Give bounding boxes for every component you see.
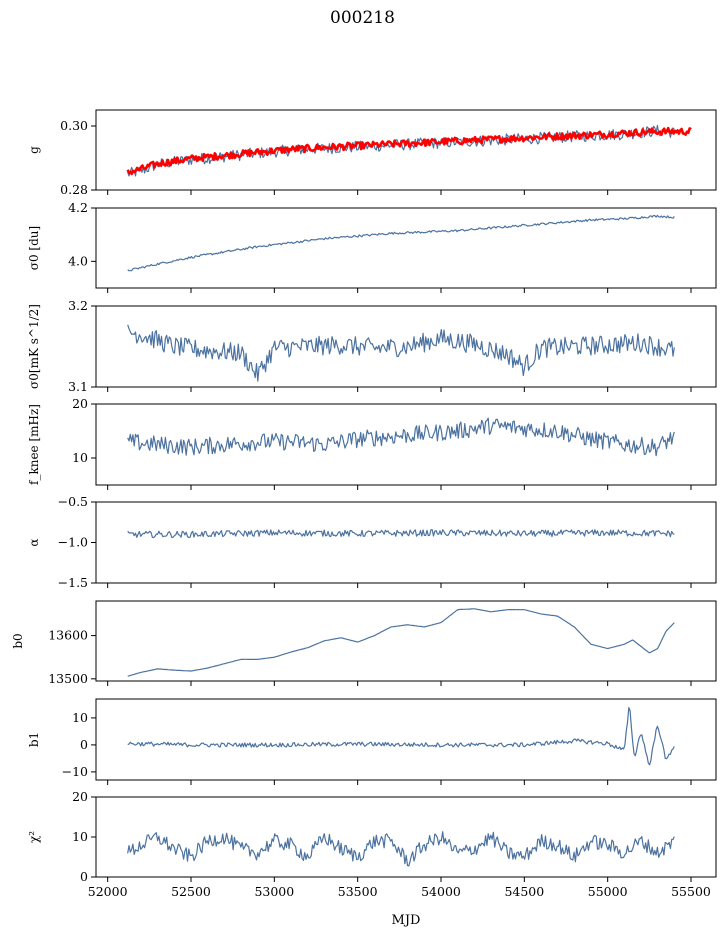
ytick-label-b0-0: 13500 <box>48 671 88 686</box>
ytick-label-b1-1: 0 <box>80 737 88 752</box>
panel-frame-b1 <box>95 698 717 781</box>
ylabel-sigma0_du: σ0 [du] <box>27 226 41 270</box>
ytick-label-sigma0_du-1: 4.2 <box>68 200 88 215</box>
series-line-g-1 <box>126 126 692 176</box>
ytick-label-alpha-1: −1.0 <box>58 535 88 550</box>
panel-frame-sigma0_du <box>95 207 717 289</box>
panel-frame-b0 <box>95 600 717 682</box>
xtick-label-4: 54000 <box>421 884 461 899</box>
ylabel-chi2: χ² <box>27 831 41 843</box>
ytick-label-alpha-0: −1.5 <box>58 575 88 590</box>
ytick-label-fknee-0: 10 <box>72 450 88 465</box>
series-line-g-0 <box>127 124 675 177</box>
xtick-label-1: 52500 <box>171 884 211 899</box>
ylabel-b0: b0 <box>11 633 25 648</box>
ytick-label-sigma0_mk-1: 3.2 <box>68 298 88 313</box>
series-line-b0-0 <box>127 608 675 677</box>
ylabel-sigma0_mk: σ0[mK s^1/2] <box>27 304 41 389</box>
figure-title: 000218 <box>330 8 395 28</box>
panel-frame-fknee <box>95 403 717 486</box>
xtick-label-2: 53000 <box>254 884 294 899</box>
ytick-label-sigma0_mk-0: 3.1 <box>68 379 88 394</box>
ytick-label-g-0: 0.28 <box>60 182 88 197</box>
series-line-alpha-0 <box>127 529 675 539</box>
xtick-label-6: 55000 <box>588 884 628 899</box>
ytick-label-b0-1: 13600 <box>48 628 88 643</box>
xtick-label-7: 55500 <box>671 884 711 899</box>
panel-frame-g <box>95 109 717 191</box>
panel-frame-chi2 <box>95 796 717 878</box>
xtick-label-0: 52000 <box>88 884 128 899</box>
xtick-label-3: 53500 <box>338 884 378 899</box>
xtick-label-5: 54500 <box>504 884 544 899</box>
ylabel-alpha: α <box>27 538 41 546</box>
x-axis-label: MJD <box>392 913 421 928</box>
ytick-label-chi2-0: 0 <box>80 869 88 884</box>
panel-frame-sigma0_mk <box>95 305 717 388</box>
ytick-label-chi2-1: 10 <box>72 829 88 844</box>
ylabel-fknee: f_knee [mHz] <box>27 404 41 485</box>
ytick-label-sigma0_du-0: 4.0 <box>68 253 88 268</box>
ytick-label-fknee-1: 20 <box>72 396 88 411</box>
ytick-label-alpha-2: −0.5 <box>58 494 88 509</box>
ylabel-g: g <box>27 146 41 154</box>
ytick-label-g-1: 0.30 <box>60 118 88 133</box>
series-line-sigma0_du-0 <box>127 214 675 272</box>
series-line-sigma0_mk-0 <box>127 324 675 382</box>
panel-frame-alpha <box>95 501 717 584</box>
ytick-label-b1-0: −10 <box>62 764 88 779</box>
series-line-chi2-0 <box>127 831 675 867</box>
series-line-fknee-0 <box>127 417 675 457</box>
ytick-label-chi2-2: 20 <box>72 789 88 804</box>
series-line-b1-0 <box>127 707 675 766</box>
ylabel-b1: b1 <box>27 732 41 747</box>
ytick-label-b1-2: 10 <box>72 710 88 725</box>
